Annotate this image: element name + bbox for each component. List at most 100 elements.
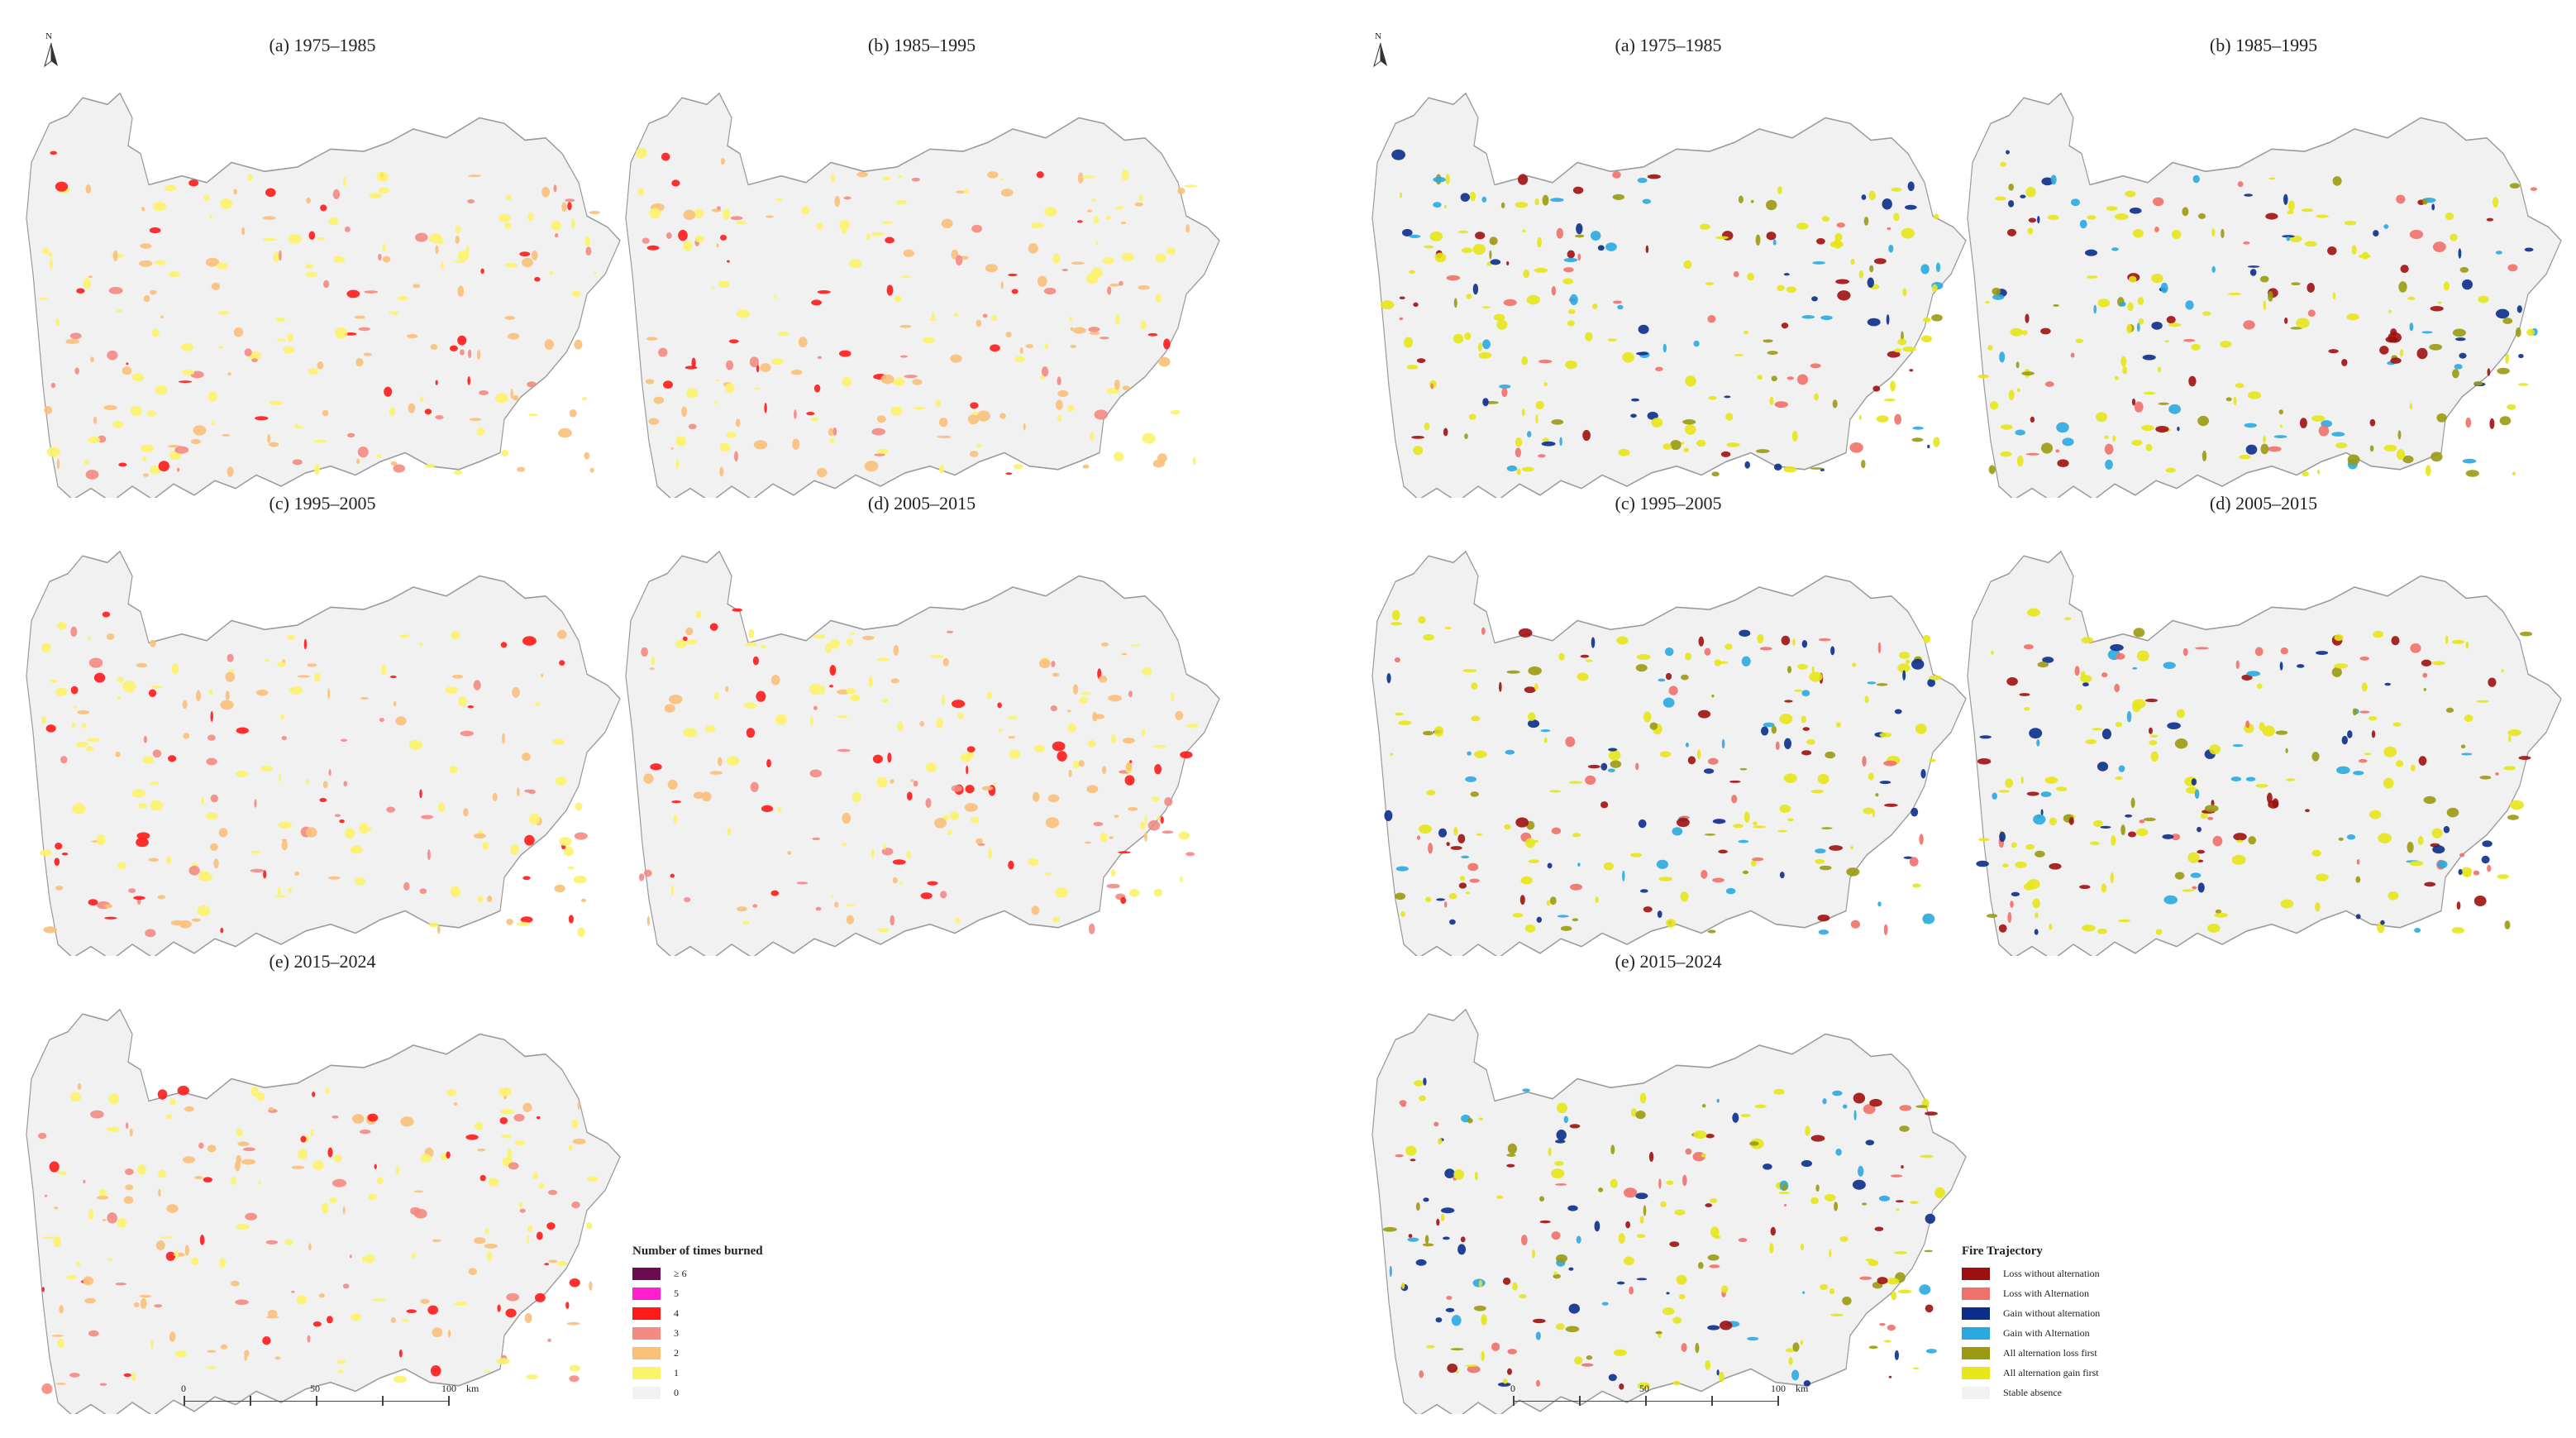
burned-patch	[1896, 1208, 1900, 1211]
burned-patch	[2149, 734, 2159, 738]
burned-patch	[90, 356, 94, 363]
burned-patch	[1093, 216, 1099, 225]
burned-patch	[407, 333, 418, 339]
burned-patch	[1797, 663, 1808, 670]
burned-patch	[2344, 220, 2357, 226]
burned-patch	[130, 405, 142, 417]
burned-patch	[1538, 1196, 1545, 1202]
burned-patch	[2182, 207, 2189, 217]
burned-patch	[541, 186, 550, 198]
burned-patch	[317, 361, 324, 370]
burned-patch	[1740, 1114, 1751, 1118]
burned-patch	[2166, 315, 2176, 324]
burned-patch	[1088, 739, 1096, 748]
burned-patch	[437, 802, 446, 813]
burned-patch	[1005, 472, 1013, 475]
burned-patch	[1155, 253, 1166, 263]
burned-patch	[473, 833, 486, 839]
burned-patch	[1786, 286, 1796, 294]
burned-patch	[520, 916, 533, 924]
burned-patch	[1724, 643, 1733, 650]
region-outline	[1967, 550, 2562, 956]
burned-patch	[435, 380, 438, 385]
burned-patch	[49, 1161, 60, 1173]
burned-patch	[1536, 916, 1542, 923]
burned-patch	[2093, 304, 2097, 314]
burned-patch	[2155, 425, 2169, 433]
burned-patch	[2221, 228, 2225, 239]
burned-patch	[1829, 1313, 1844, 1316]
burned-patch	[1565, 360, 1577, 370]
burned-patch	[2143, 817, 2156, 822]
burned-patch	[871, 232, 885, 236]
burned-patch	[1534, 198, 1539, 206]
burned-patch	[327, 1147, 333, 1158]
burned-patch	[1669, 1241, 1680, 1247]
burned-patch	[1763, 1163, 1772, 1170]
burned-patch	[1677, 818, 1690, 828]
burned-patch	[675, 639, 687, 648]
burned-patch	[133, 1302, 140, 1307]
burned-patch	[2287, 200, 2295, 212]
burned-patch	[61, 853, 69, 856]
burned-patch	[1763, 339, 1773, 343]
burned-patch	[41, 643, 51, 652]
burned-patch	[158, 461, 169, 472]
burned-patch	[812, 837, 821, 841]
burned-patch	[1400, 1104, 1406, 1107]
burned-patch	[971, 816, 980, 824]
burned-patch	[1809, 671, 1823, 682]
burned-patch	[241, 227, 246, 236]
burned-patch	[376, 454, 382, 458]
burned-patch	[205, 812, 218, 820]
burned-patch	[1642, 198, 1651, 204]
burned-patch	[1783, 773, 1797, 783]
burned-patch	[1460, 193, 1470, 202]
burned-patch	[683, 209, 696, 221]
burned-patch	[180, 342, 194, 351]
burned-patch	[1738, 195, 1744, 203]
burned-patch	[1556, 227, 1563, 239]
burned-patch	[123, 1196, 134, 1204]
burned-patch	[899, 881, 904, 885]
burned-patch	[848, 259, 862, 269]
burned-patch	[850, 694, 861, 702]
burned-patch	[1800, 1243, 1805, 1251]
burned-patch	[766, 758, 771, 768]
burned-patch	[1099, 675, 1108, 683]
map-panel-a: (a) 1975–1985	[17, 35, 628, 498]
burned-patch	[862, 635, 875, 641]
burned-patch	[1992, 294, 2005, 300]
burned-patch	[1057, 751, 1067, 762]
burned-patch	[2220, 341, 2232, 348]
burned-patch	[2332, 292, 2336, 300]
burned-patch	[1821, 216, 1830, 222]
burned-patch	[413, 1208, 427, 1219]
burned-patch	[389, 407, 396, 417]
burned-patch	[1542, 437, 1549, 442]
burned-patch	[685, 365, 698, 370]
burned-patch	[1406, 364, 1419, 370]
burned-patch	[2331, 432, 2345, 437]
burned-patch	[1448, 893, 1457, 900]
burned-patch	[646, 337, 658, 341]
burned-patch	[1567, 320, 1575, 327]
burned-patch	[378, 253, 382, 261]
burned-patch	[1086, 785, 1099, 794]
burned-patch	[305, 779, 309, 784]
burned-patch	[2236, 839, 2244, 843]
burned-patch	[559, 837, 572, 846]
burned-patch	[2422, 672, 2428, 678]
burned-patch	[389, 675, 397, 679]
burned-patch	[1085, 841, 1092, 844]
burned-patch	[449, 345, 458, 351]
burned-patch	[930, 654, 944, 658]
burned-patch	[1788, 1357, 1793, 1365]
burned-patch	[1662, 443, 1672, 450]
burned-patch	[2341, 735, 2348, 745]
burned-patch	[577, 1101, 580, 1111]
burned-patch	[1106, 883, 1120, 889]
burned-patch	[2409, 403, 2413, 410]
burned-patch	[1543, 737, 1548, 743]
burned-patch	[181, 370, 195, 375]
